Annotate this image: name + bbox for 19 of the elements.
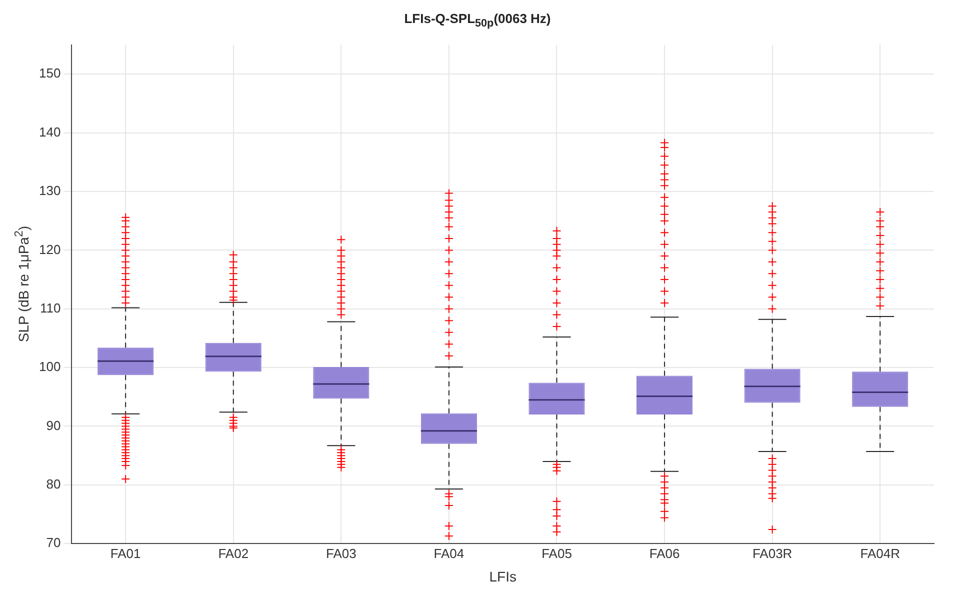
- y-tick-label: 80: [46, 476, 61, 492]
- x-tick-label: FA04R: [860, 546, 900, 561]
- y-tick-label: 120: [38, 242, 61, 257]
- x-tick-label: FA03: [326, 546, 356, 561]
- x-axis-title: LFIs: [489, 568, 516, 584]
- x-tick-label: FA06: [649, 546, 680, 561]
- y-tick-label: 140: [38, 124, 61, 140]
- y-tick-label: 130: [38, 183, 61, 198]
- y-tick-label: 150: [38, 66, 61, 81]
- y-tick-label: 100: [38, 359, 61, 374]
- x-tick-label: FA01: [110, 546, 141, 561]
- x-tick-label: FA05: [542, 546, 572, 561]
- x-tick-label: FA03R: [752, 546, 792, 561]
- y-tick-label: 70: [46, 535, 61, 550]
- x-tick-label: FA02: [218, 546, 249, 561]
- x-tick-label: FA04: [434, 546, 464, 561]
- y-tick-label: 110: [40, 300, 61, 316]
- chart-title: LFIs-Q-SPL$_{50p}$(0063 Hz): [403, 10, 552, 32]
- y-tick-label: 90: [46, 418, 61, 433]
